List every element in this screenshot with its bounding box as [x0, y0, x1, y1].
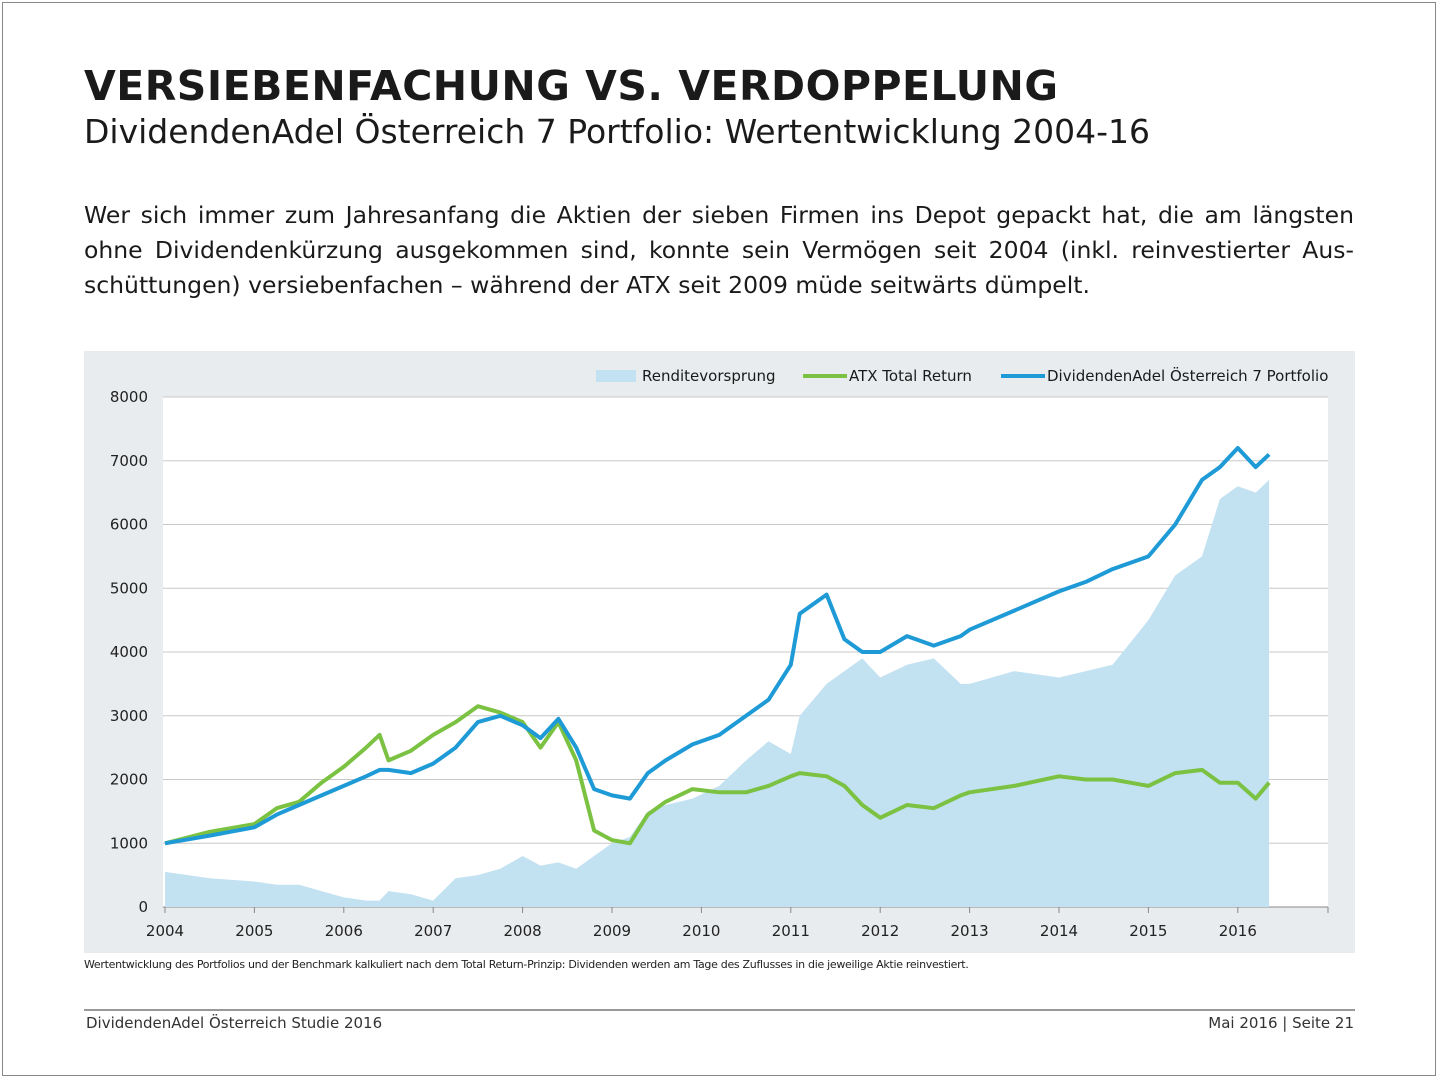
y-tick-label: 4000 — [110, 643, 148, 661]
x-tick-label: 2013 — [951, 922, 989, 940]
legend-swatch-area — [596, 370, 636, 382]
y-tick-label: 3000 — [110, 707, 148, 725]
chart-footnote: Wertentwicklung des Portfolios und der B… — [84, 958, 969, 971]
footer-page-info: Mai 2016 | Seite 21 — [1208, 1014, 1354, 1032]
legend-swatch-line-blue — [1001, 374, 1045, 378]
x-tick-label: 2014 — [1040, 922, 1078, 940]
y-tick-label: 7000 — [110, 452, 148, 470]
x-tick-label: 2009 — [593, 922, 631, 940]
y-tick-label: 5000 — [110, 579, 148, 597]
y-tick-label: 0 — [138, 898, 148, 916]
x-tick-label: 2012 — [861, 922, 899, 940]
y-tick-label: 2000 — [110, 771, 148, 789]
line-dividendenadel-portfolio — [164, 446, 1271, 846]
legend-label: DividendenAdel Österreich 7 Portfolio — [1047, 367, 1329, 385]
x-tick-label: 2011 — [772, 922, 810, 940]
legend-label: Renditevorsprung — [642, 367, 776, 385]
page-title: VERSIEBENFACHUNG VS. VERDOPPELUNG — [84, 62, 1059, 110]
legend-item-atx: ATX Total Return — [803, 366, 972, 386]
y-tick-label: 8000 — [110, 388, 148, 406]
x-tick-label: 2015 — [1129, 922, 1167, 940]
legend-label: ATX Total Return — [849, 367, 972, 385]
x-tick-label: 2007 — [414, 922, 452, 940]
page-subtitle: DividendenAdel Österreich 7 Portfolio: W… — [84, 112, 1151, 151]
x-tick-label: 2010 — [682, 922, 720, 940]
area-renditevorsprung — [165, 479, 1270, 907]
x-tick-label: 2005 — [235, 922, 273, 940]
x-tick-label: 2004 — [146, 922, 184, 940]
line-atx-total-return — [164, 704, 1271, 846]
legend-item-renditevorsprung: Renditevorsprung — [596, 366, 776, 386]
legend-item-portfolio: DividendenAdel Österreich 7 Portfolio — [1001, 366, 1328, 386]
x-tick-label: 2008 — [504, 922, 542, 940]
y-tick-label: 1000 — [110, 834, 148, 852]
legend-swatch-line-green — [803, 374, 847, 378]
footer-divider — [84, 1009, 1355, 1011]
y-tick-label: 6000 — [110, 516, 148, 534]
x-tick-label: 2016 — [1219, 922, 1257, 940]
footer-study-name: DividendenAdel Österreich Studie 2016 — [86, 1014, 383, 1032]
x-tick-label: 2006 — [325, 922, 363, 940]
intro-paragraph: Wer sich immer zum Jahresanfang die Akti… — [84, 201, 1354, 299]
